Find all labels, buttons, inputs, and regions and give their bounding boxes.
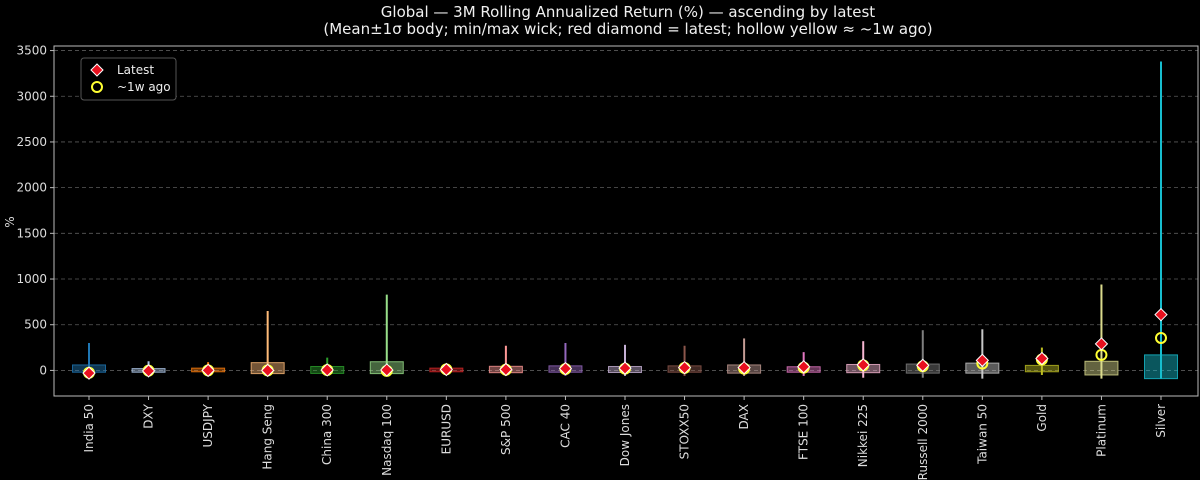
latest-marker	[796, 360, 811, 374]
latest-marker	[1094, 337, 1109, 351]
latest-marker	[260, 363, 275, 378]
series-group	[72, 342, 106, 380]
x-tick-label: China 300	[320, 404, 334, 465]
body	[1084, 360, 1119, 376]
latest-marker	[320, 363, 334, 377]
series-group	[905, 330, 940, 378]
y-tick-label: 500	[24, 318, 47, 332]
latest-marker	[1154, 307, 1168, 322]
latest-marker	[975, 353, 990, 368]
series-group	[1084, 284, 1119, 379]
legend-week-ago-circle-icon	[91, 81, 103, 93]
series-group	[131, 361, 166, 378]
chart-title-line1: Global — 3M Rolling Annualized Return (%…	[381, 3, 876, 21]
plot-frame	[53, 45, 1199, 397]
y-tick-label: 2500	[16, 135, 47, 149]
series-group	[548, 342, 583, 376]
latest-marker	[618, 361, 632, 375]
grid-layer	[54, 50, 1198, 371]
x-tick-label: Platinum	[1094, 404, 1108, 457]
series-group	[1144, 61, 1178, 380]
x-tick-label: Gold	[1035, 404, 1049, 432]
series-group	[1024, 347, 1059, 375]
x-tick-label: DAX	[737, 404, 751, 429]
series-group	[965, 329, 1000, 379]
latest-marker	[737, 360, 751, 375]
y-tick-label: 2000	[16, 181, 47, 195]
x-tick-label: Taiwan 50	[975, 404, 989, 465]
x-tick-label: S&P 500	[499, 404, 513, 455]
series-group	[667, 345, 702, 376]
series-group	[429, 362, 464, 377]
y-axis-label: %	[3, 216, 17, 227]
latest-marker	[439, 362, 454, 377]
series-group	[846, 341, 881, 378]
series-group	[310, 357, 345, 377]
legend: Latest ~1w ago	[80, 57, 177, 101]
chart-marks	[72, 61, 1178, 380]
latest-marker	[201, 363, 215, 378]
x-tick-label: Nikkei 225	[856, 404, 870, 467]
series-group	[191, 362, 226, 378]
body	[1144, 354, 1178, 380]
series-group	[727, 338, 762, 376]
y-tick-label: 3500	[16, 44, 47, 58]
latest-marker	[677, 360, 692, 375]
x-ticks: India 50 DXY USDJPY Hang Seng China 300 Nasda…	[82, 396, 1168, 480]
legend-latest-label: Latest	[117, 63, 154, 77]
x-tick-label: EURUSD	[439, 404, 453, 454]
series-group	[608, 344, 642, 376]
series-group	[369, 294, 404, 377]
latest-marker	[380, 363, 394, 377]
y-ticks: 0 500 1000 1500 2000 2500 3000 3500	[16, 44, 54, 377]
legend-week-ago-label: ~1w ago	[117, 80, 171, 94]
latest-marker	[558, 361, 573, 376]
y-tick-label: 1500	[16, 226, 47, 240]
body	[1024, 364, 1059, 373]
latest-marker	[82, 366, 96, 380]
legend-latest-diamond-icon	[90, 63, 104, 77]
x-tick-label: CAC 40	[558, 404, 572, 448]
x-tick-label: Dow Jones	[618, 404, 632, 466]
y-tick-label: 3000	[16, 89, 47, 103]
latest-marker	[1035, 351, 1049, 366]
x-tick-label: FTSE 100	[797, 404, 811, 460]
chart-title-line2: (Mean±1σ body; min/max wick; red diamond…	[323, 20, 932, 38]
x-tick-label: India 50	[82, 404, 96, 453]
x-tick-label: Russell 2000	[916, 404, 930, 480]
x-tick-label: STOXX50	[678, 404, 692, 459]
series-group	[250, 311, 285, 378]
series-group	[786, 352, 821, 376]
x-tick-label: Nasdaq 100	[380, 404, 394, 476]
legend-box	[80, 57, 177, 101]
x-tick-label: Hang Seng	[261, 404, 275, 470]
latest-marker	[916, 358, 930, 373]
latest-marker	[499, 362, 513, 377]
latest-marker	[856, 358, 870, 372]
week-ago-marker	[1155, 331, 1167, 344]
y-tick-label: 0	[39, 363, 47, 377]
latest-marker	[141, 364, 156, 378]
x-tick-label: DXY	[142, 403, 156, 428]
series-group	[488, 345, 523, 377]
y-tick-label: 1000	[16, 272, 47, 286]
x-tick-label: USDJPY	[201, 403, 215, 447]
x-tick-label: Silver	[1154, 404, 1168, 438]
